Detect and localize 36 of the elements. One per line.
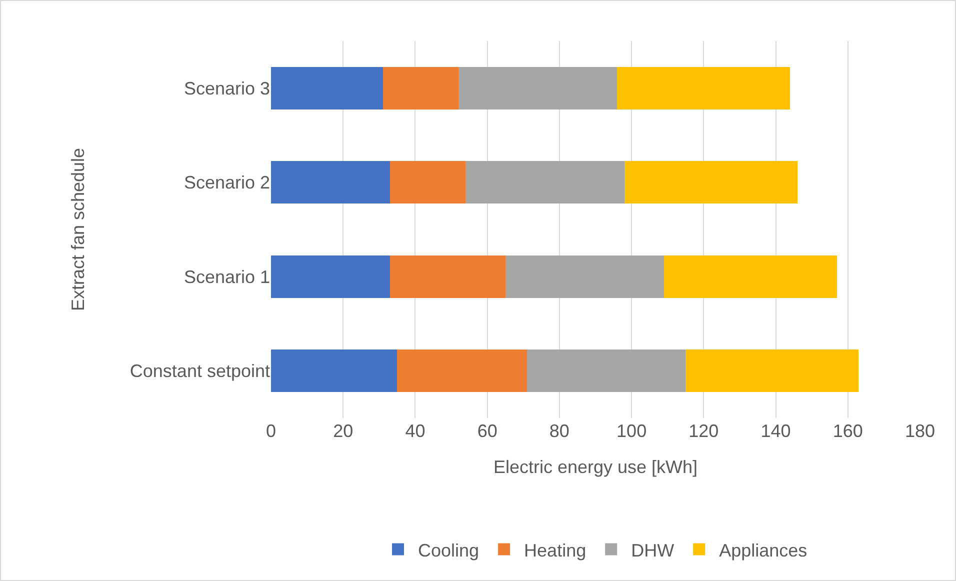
y-tick-label: Scenario 2 [184,172,270,193]
bar [390,161,466,204]
bar [624,161,798,204]
x-tick-label: 60 [477,421,498,441]
y-axis-title: Extract fan schedule [68,148,88,312]
bar [686,350,859,392]
legend-label: DHW [631,540,674,560]
y-tick-label: Scenario 1 [184,266,270,287]
x-tick-label: 140 [760,421,791,441]
bar [617,66,790,110]
legend-label: Appliances [719,540,808,560]
x-tick-label: 0 [266,421,276,441]
x-tick-label: 100 [616,421,647,441]
x-tick-label: 80 [549,421,570,441]
bar [397,350,527,392]
bar [526,350,686,392]
x-tick-label: 160 [832,421,863,441]
bar [271,161,390,204]
bar [505,255,664,298]
bar [466,161,624,204]
bar [271,255,390,298]
bar [664,255,838,298]
x-axis-title: Electric energy use [kWh] [493,457,698,478]
x-tick-label: 120 [688,421,719,441]
legend-label: Heating [524,540,586,560]
bar [271,66,383,110]
bar [458,66,618,110]
legend-label: Cooling [418,540,480,560]
bar [382,66,458,110]
bar [271,350,398,392]
x-tick-label: 20 [333,421,354,441]
x-tick-label: 180 [904,421,936,441]
x-tick-label: 40 [405,421,426,441]
y-tick-label: Scenario 3 [184,78,270,98]
bar [390,255,506,298]
y-tick-label: Constant setpoint [130,361,270,382]
